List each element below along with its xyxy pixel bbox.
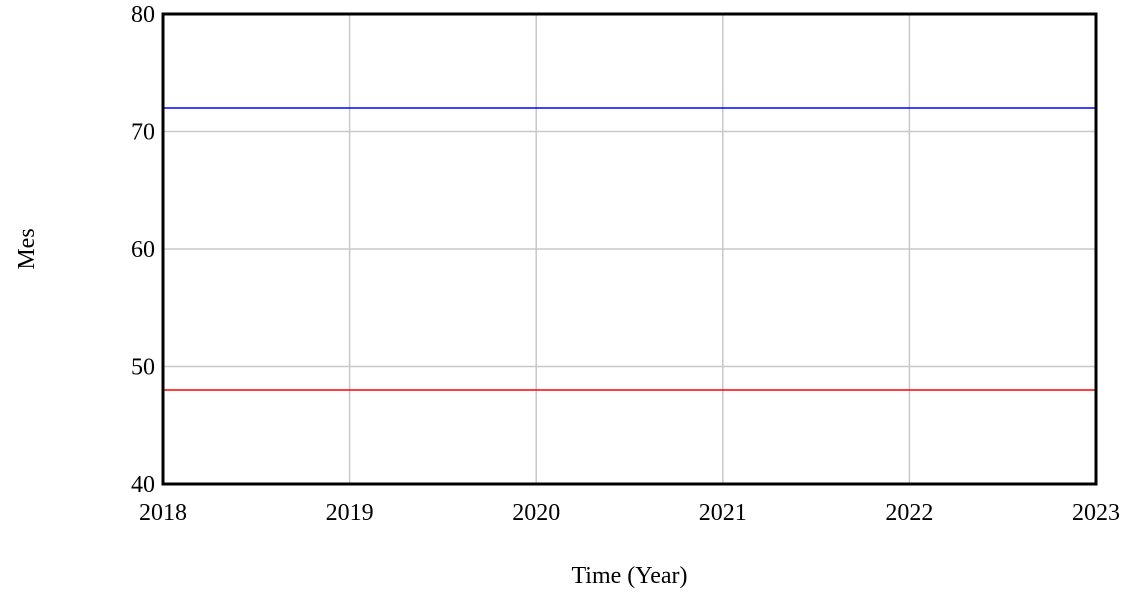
series-layer [163,107,1096,391]
x-tick-label: 2020 [512,500,560,526]
grid-layer [163,14,1096,484]
y-tick-label: 60 [131,237,155,263]
x-tick-label: 2018 [139,500,187,526]
x-axis-label: Time (Year) [571,563,687,589]
tick-label-layer: 2018 2019 2020 2021 2022 2023 40 50 60 70 80 [131,2,1120,526]
x-tick-label: 2022 [885,500,933,526]
y-axis-label: Mes [14,228,40,269]
x-tick-label: 2019 [326,500,374,526]
plot-frame [161,12,1098,486]
y-tick-label: 40 [131,472,155,498]
y-tick-label: 50 [131,355,155,381]
x-tick-label: 2021 [699,500,747,526]
y-tick-label: 80 [131,2,155,28]
y-tick-label: 70 [131,120,155,146]
x-tick-label: 2023 [1072,500,1120,526]
